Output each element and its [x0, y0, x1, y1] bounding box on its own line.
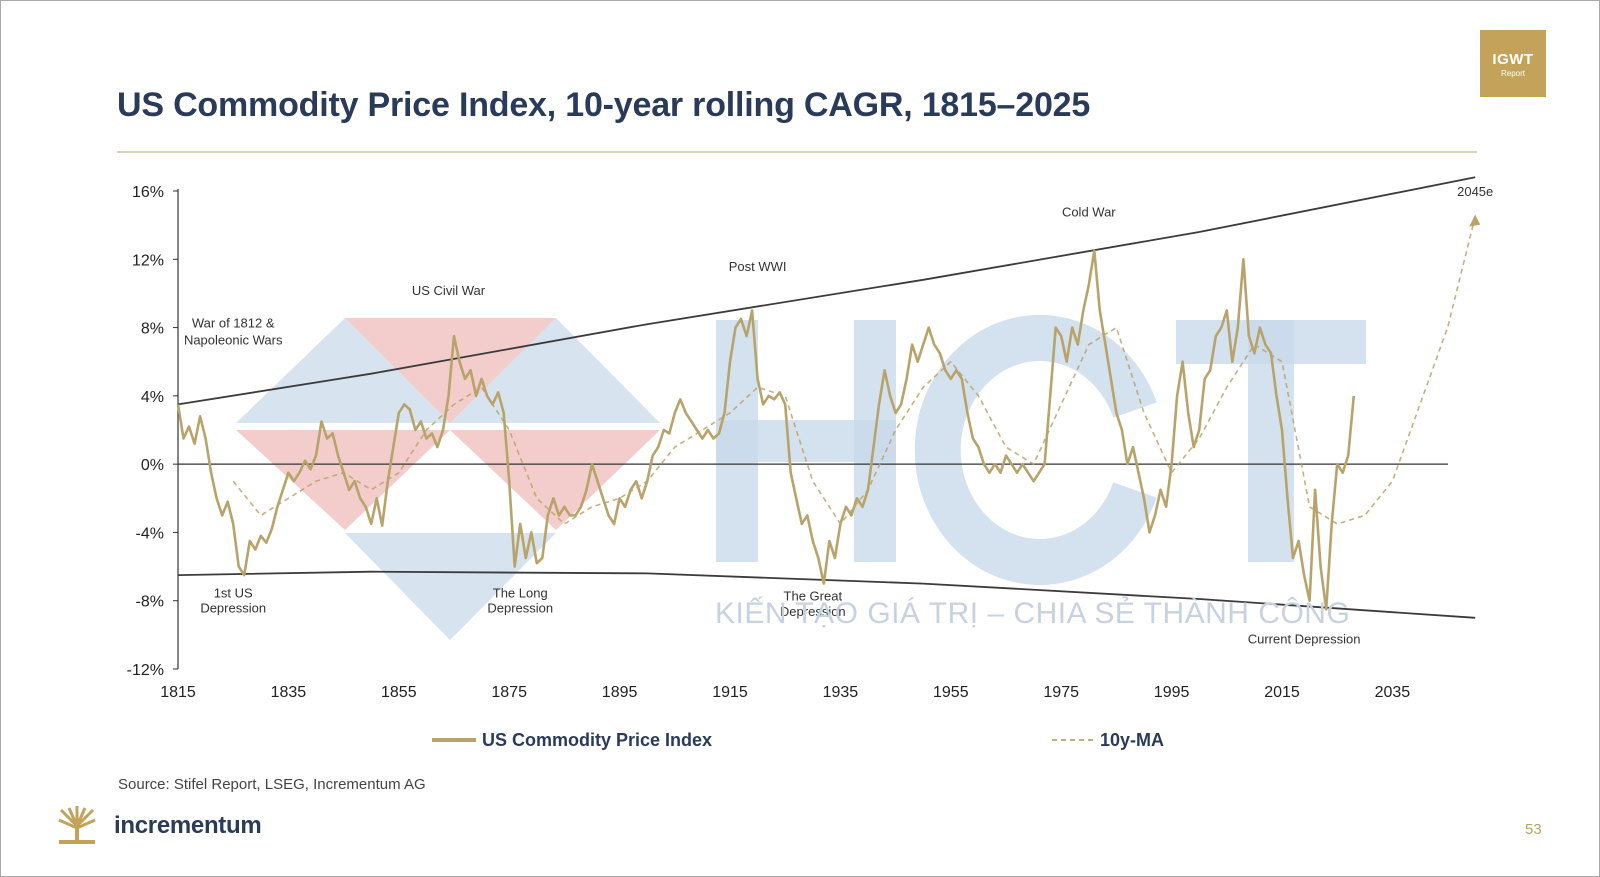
- title-divider: [117, 151, 1477, 153]
- y-tick-label: 16%: [132, 184, 164, 201]
- watermark-shape: [450, 318, 660, 423]
- y-tick-label: -12%: [127, 662, 164, 679]
- x-tick-label: 1895: [602, 684, 638, 701]
- x-tick-label: 1935: [823, 684, 859, 701]
- annotation-label: US Civil War: [412, 283, 486, 298]
- x-tick-label: 2015: [1264, 684, 1300, 701]
- ma-arrowhead: [1469, 214, 1481, 227]
- annotation-label: Depression: [200, 601, 266, 616]
- series-commodity-index: [176, 249, 1356, 611]
- watermark-shape: [345, 533, 556, 640]
- trend-line-lower: [177, 570, 1476, 619]
- incrementum-logo: incrementum: [57, 806, 262, 846]
- y-tick-label: -4%: [136, 525, 164, 542]
- annotation-label: Post WWI: [729, 259, 787, 274]
- watermark-text: KIẾN TẠO GIÁ TRỊ – CHIA SẺ THÀNH CÔNG: [715, 597, 1351, 630]
- badge-sub-text: Report: [1500, 69, 1525, 78]
- x-tick-label: 1875: [491, 684, 527, 701]
- x-tick-label: 1815: [160, 684, 196, 701]
- page-number: 53: [1525, 821, 1542, 838]
- annotation-label: War of 1812 &: [192, 316, 275, 331]
- annotation-label: Napoleonic Wars: [184, 333, 283, 348]
- trend-line-upper: [177, 176, 1476, 406]
- series-10y-ma: [232, 216, 1476, 525]
- annotation-label: 1st US: [214, 585, 253, 600]
- badge-main-text: IGWT: [1492, 51, 1534, 68]
- annotation-label: Current Depression: [1248, 631, 1361, 646]
- watermark-shape: [236, 430, 450, 530]
- y-tick-label: 4%: [141, 389, 164, 406]
- annotation-label: The Great: [784, 589, 843, 604]
- logo-text: incrementum: [114, 812, 262, 839]
- watermark-shape: [716, 420, 896, 462]
- legend-label: US Commodity Price Index: [482, 730, 712, 750]
- x-tick-label: 1915: [712, 684, 748, 701]
- igwt-report-badge: IGWT Report: [1480, 30, 1546, 97]
- y-tick-label: 12%: [132, 252, 164, 269]
- x-tick-label: 1855: [381, 684, 417, 701]
- watermark-shape: [914, 315, 1157, 585]
- annotation-label: Depression: [487, 601, 553, 616]
- x-tick-label: 2035: [1375, 684, 1411, 701]
- x-tick-label: 1975: [1043, 684, 1079, 701]
- x-tick-label: 1835: [271, 684, 307, 701]
- watermark-shape: [236, 318, 450, 423]
- watermark-shape: [450, 430, 660, 530]
- x-tick-label: 1955: [933, 684, 969, 701]
- legend-label: 10y-MA: [1100, 730, 1164, 750]
- x-tick-label: 1995: [1154, 684, 1190, 701]
- annotation-label: Cold War: [1062, 205, 1116, 220]
- chart-title: US Commodity Price Index, 10-year rollin…: [117, 86, 1091, 124]
- annotation-label: Depression: [780, 604, 846, 619]
- y-tick-label: -8%: [136, 594, 164, 611]
- y-tick-label: 0%: [141, 457, 164, 474]
- tree-logo-icon: [58, 806, 96, 844]
- annotation-label: The Long: [493, 585, 548, 600]
- source-note: Source: Stifel Report, LSEG, Incrementum…: [118, 776, 426, 793]
- annotation-label: 2045e: [1457, 184, 1493, 199]
- y-tick-label: 8%: [141, 321, 164, 338]
